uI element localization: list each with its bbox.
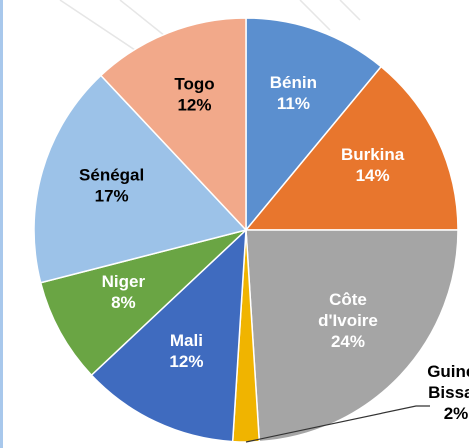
label-line: Mali bbox=[170, 331, 203, 350]
slice-label: Côte d'Ivoire bbox=[318, 290, 378, 330]
slice-label: Sénégal bbox=[79, 165, 144, 184]
slice-label: Burkina bbox=[341, 145, 405, 164]
pie-slice bbox=[90, 228, 247, 443]
label-line: Burkina bbox=[341, 145, 405, 164]
slice-value-label: 17% bbox=[95, 186, 129, 205]
leader-line bbox=[245, 405, 430, 443]
slice-value-label: 11% bbox=[277, 94, 310, 113]
pie-slice bbox=[33, 74, 248, 284]
slice-label: Guinée Bissau bbox=[427, 362, 469, 402]
slice-label: Togo bbox=[174, 74, 214, 93]
slice-value-label: 8% bbox=[111, 293, 136, 312]
slice-label: Bénin bbox=[270, 73, 317, 92]
pie-slice bbox=[245, 229, 459, 443]
slice-value-label: 2% bbox=[444, 404, 469, 423]
slice-value-label: 14% bbox=[356, 166, 390, 185]
label-line: Sénégal bbox=[79, 165, 144, 184]
slice-label: Niger bbox=[102, 272, 146, 291]
label-line: Bissau bbox=[428, 383, 469, 402]
label-line: d'Ivoire bbox=[318, 311, 378, 330]
slice-value-label: 24% bbox=[331, 332, 365, 351]
pie-slice bbox=[39, 229, 247, 377]
label-line: Guinée bbox=[427, 362, 469, 381]
slice-label: Mali bbox=[170, 331, 203, 350]
pie-slice bbox=[244, 65, 459, 231]
slice-value-label: 12% bbox=[177, 95, 211, 114]
label-line: Niger bbox=[102, 272, 146, 291]
pie-labels: Bénin 11% Burkina 14% Côte d'Ivoire 24% Guinée B… bbox=[79, 73, 469, 443]
pie-slice bbox=[99, 17, 247, 232]
pie-slice bbox=[245, 17, 383, 233]
slice-value-label: 12% bbox=[169, 352, 203, 371]
pie bbox=[33, 17, 459, 443]
label-line: Togo bbox=[174, 74, 214, 93]
label-line: Bénin bbox=[270, 73, 317, 92]
label-line: Côte bbox=[329, 290, 367, 309]
